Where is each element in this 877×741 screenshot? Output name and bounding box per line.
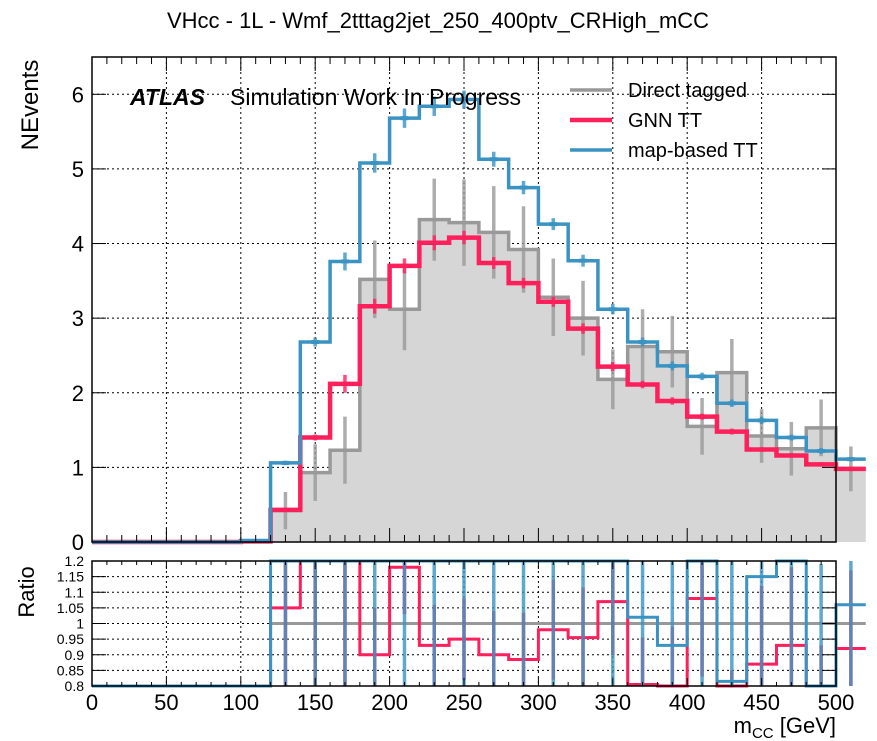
data-point <box>340 381 349 386</box>
series-line <box>92 97 866 544</box>
y-tick-label: 1.15 <box>57 569 84 585</box>
data-point <box>460 235 468 240</box>
data-point <box>460 97 468 102</box>
data-point <box>638 382 647 387</box>
y-tick-label: 1.1 <box>65 584 85 600</box>
x-axis-label-unit: [GeV] <box>774 713 836 738</box>
x-tick-label: 400 <box>669 690 706 715</box>
x-tick-label: 500 <box>818 690 855 715</box>
data-point <box>430 104 439 109</box>
x-tick-label: 50 <box>154 690 178 715</box>
data-point <box>638 340 647 345</box>
x-tick-label: 150 <box>297 690 334 715</box>
legend-label: map-based TT <box>628 140 758 162</box>
chart-title: VHcc - 1L - Wmf_2tttag2jet_250_400ptv_CR… <box>167 8 709 33</box>
x-tick-label: 350 <box>594 690 631 715</box>
data-point <box>817 448 826 453</box>
data-point <box>281 460 290 465</box>
data-point <box>727 429 736 434</box>
y-tick-label: 5 <box>72 157 84 182</box>
y-tick-label: 0 <box>72 530 84 555</box>
data-point <box>400 263 409 268</box>
y-tick-label: 0.85 <box>57 662 84 678</box>
atlas-label: ATLAS Simulation Work In Progress <box>129 84 521 110</box>
legend-label: Direct tagged <box>628 80 747 102</box>
data-point <box>549 222 558 227</box>
series-direct-tagged <box>92 178 866 544</box>
x-tick-label: 450 <box>743 690 780 715</box>
series-fill <box>92 219 866 542</box>
data-point <box>787 435 796 440</box>
data-point <box>370 304 379 309</box>
data-point <box>608 364 617 369</box>
data-point <box>579 326 588 331</box>
y-tick-label: 1.05 <box>57 600 84 616</box>
atlas-label-text: Simulation Work In Progress <box>230 84 521 110</box>
x-tick-label: 200 <box>371 690 408 715</box>
series-map-based-tt <box>92 90 866 544</box>
data-point <box>757 447 766 452</box>
x-tick-label: 300 <box>520 690 557 715</box>
data-point <box>579 258 588 263</box>
data-point <box>608 307 617 312</box>
data-point <box>549 299 558 304</box>
y-axis-label: NEvents <box>17 60 44 151</box>
data-point <box>698 374 707 379</box>
atlas-label-bold: ATLAS <box>129 84 206 110</box>
data-point <box>519 185 528 190</box>
x-tick-label: 0 <box>86 690 98 715</box>
data-point <box>757 418 766 423</box>
y-tick-label: 3 <box>72 306 84 331</box>
data-point <box>817 462 826 467</box>
x-tick-label: 100 <box>222 690 259 715</box>
legend-label: GNN TT <box>628 110 702 132</box>
x-axis-label-subscript: CC <box>752 725 774 741</box>
data-point <box>281 507 290 512</box>
data-point <box>340 259 349 264</box>
data-point <box>400 116 409 121</box>
y-tick-label: 1.2 <box>65 553 85 569</box>
y-tick-label: 0.9 <box>65 647 85 663</box>
y-tick-label: 1 <box>72 455 84 480</box>
data-point <box>430 240 439 245</box>
legend: Direct tagged GNN TT map-based TT <box>570 80 758 162</box>
data-point <box>846 457 855 462</box>
data-point <box>668 363 677 368</box>
y-tick-label: 6 <box>72 82 84 107</box>
y-tick-label: 4 <box>72 232 84 257</box>
x-tick-label: 250 <box>446 690 483 715</box>
data-point <box>668 398 677 403</box>
data-point <box>787 453 796 458</box>
data-point <box>489 260 498 265</box>
data-point <box>519 281 528 286</box>
ratio-y-axis-label: Ratio <box>14 566 39 617</box>
y-tick-label: 0.95 <box>57 631 84 647</box>
data-point <box>846 466 855 471</box>
data-point <box>489 157 498 162</box>
data-point <box>311 435 320 440</box>
data-point <box>698 414 707 419</box>
data-point <box>727 401 736 406</box>
x-axis-label-main: m <box>734 713 752 738</box>
y-tick-label: 0.8 <box>65 678 85 694</box>
y-tick-label: 1 <box>76 616 84 632</box>
data-point <box>370 160 379 165</box>
data-point <box>311 340 320 345</box>
x-axis-label: mCC [GeV] <box>734 713 836 741</box>
main-panel: 0 1 2 3 4 5 6 <box>72 56 866 555</box>
y-tick-label: 2 <box>72 381 84 406</box>
